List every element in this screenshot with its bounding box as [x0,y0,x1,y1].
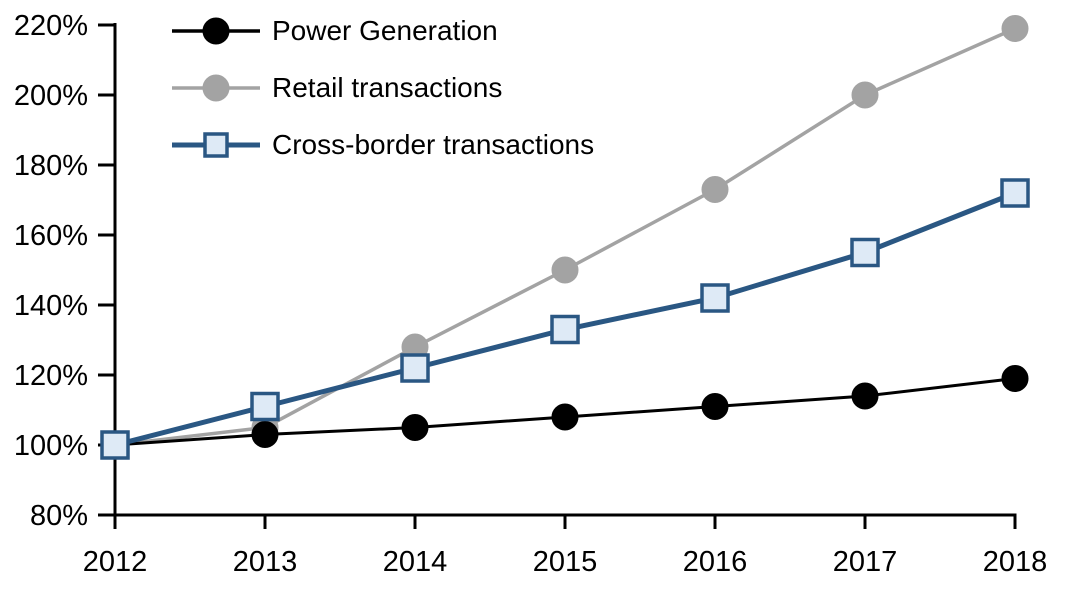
legend-label-cross-border-transactions: Cross-border transactions [272,129,595,160]
data-point-marker [851,81,879,109]
data-point-marker [851,382,879,410]
y-axis-tick-label: 180% [14,150,88,182]
data-point-marker [550,314,580,345]
y-axis-tick-label: 120% [14,360,88,392]
data-point-marker [701,176,729,203]
legend-item-power-generation: Power Generation [170,9,498,53]
x-axis-tick-label: 2014 [383,546,448,578]
y-axis-tick-label: 160% [14,220,88,252]
series-cross-border-transactions [100,178,1030,460]
cross-border-transactions-line-marker-icon [172,132,260,158]
retail-transactions-line-marker-icon [172,74,260,102]
x-axis-tick-label: 2018 [983,546,1048,578]
x-axis-tick-label: 2017 [833,546,898,578]
y-axis-tick-label: 100% [14,430,88,462]
data-point-marker [551,403,579,431]
legend-item-cross-border-transactions: Cross-border transactions [170,123,594,167]
data-point-marker [701,393,729,420]
data-point-marker [400,353,430,383]
legend-item-retail-transactions: Retail transactions [170,66,502,110]
y-axis-tick-label: 200% [14,80,88,112]
x-axis-tick-label: 2015 [533,546,598,578]
legend-label-power-generation: Power Generation [272,15,498,46]
data-point-marker [251,421,279,448]
y-axis-tick-label: 220% [14,10,88,42]
data-point-marker [401,414,429,441]
x-axis-tick-label: 2016 [683,546,748,578]
data-point-marker [1001,15,1029,42]
legend-label-retail-transactions: Retail transactions [272,72,503,103]
x-axis-tick-label: 2012 [83,546,148,578]
data-point-marker [551,256,579,284]
power-generation-line-marker-icon [172,17,260,45]
y-axis-tick-label: 80% [30,500,88,532]
data-point-marker [100,430,130,460]
data-point-marker [250,391,280,422]
data-point-marker [1001,365,1029,392]
data-point-marker [700,283,730,313]
data-point-marker [1000,178,1030,208]
data-point-marker [850,237,880,268]
y-axis-tick-label: 140% [14,290,88,322]
x-axis-tick-label: 2013 [233,546,298,578]
